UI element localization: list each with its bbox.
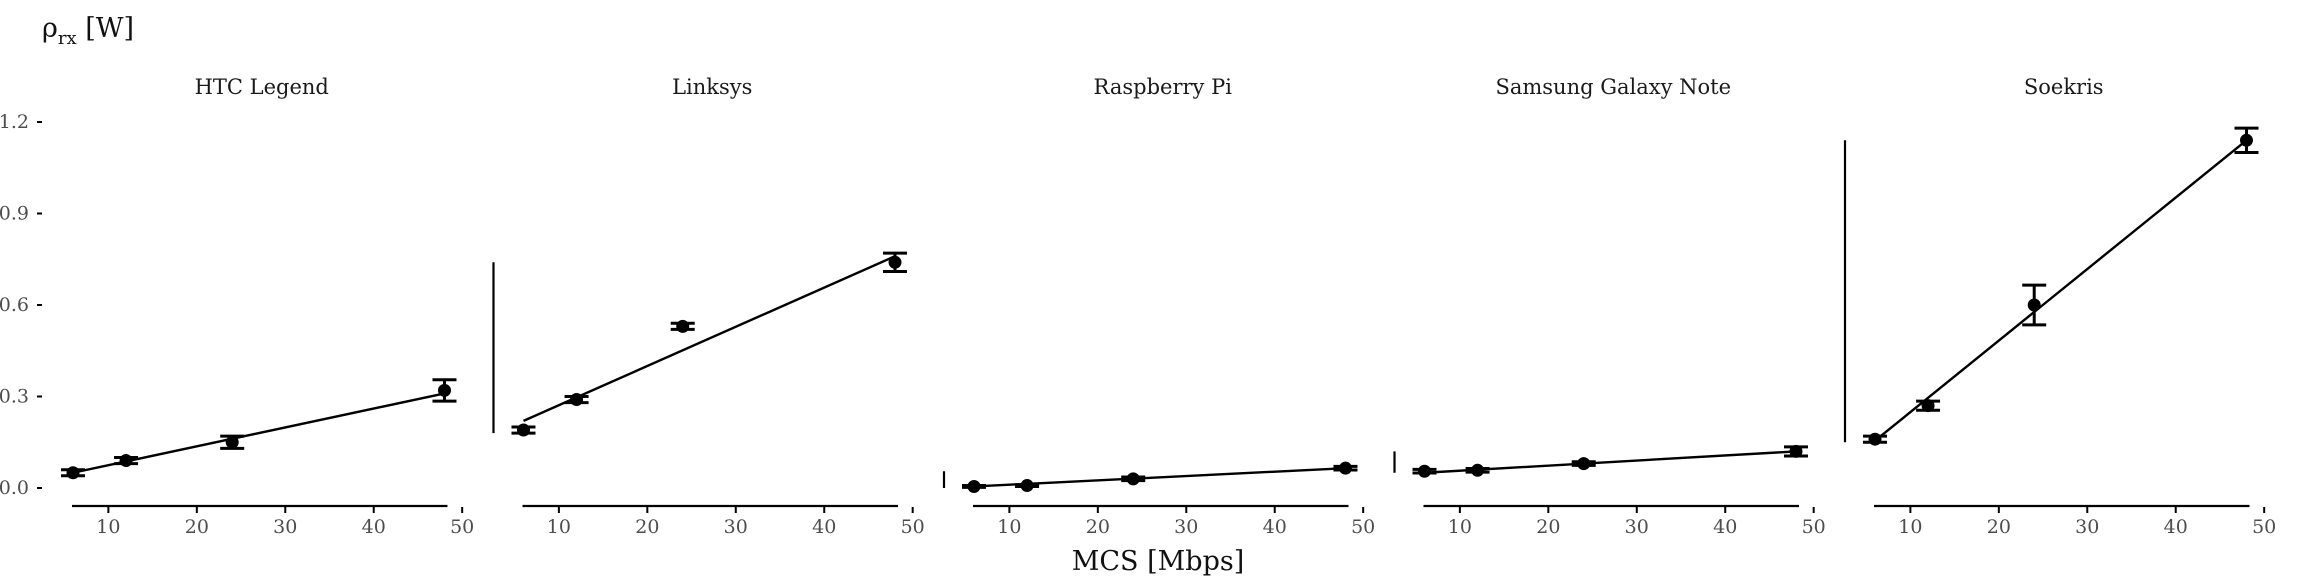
x-tick-label: 50 (901, 516, 925, 538)
x-tick-label: 30 (273, 516, 297, 538)
x-tick-label: 10 (1448, 516, 1472, 538)
x-tick-label: 30 (1174, 516, 1198, 538)
x-tick-label: 50 (1351, 516, 1375, 538)
fit-line (72, 392, 445, 474)
y-tick-label: 1.2 (0, 111, 29, 133)
x-axis-title: MCS [Mbps] (1072, 546, 1245, 576)
x-tick-label: 40 (362, 516, 386, 538)
y-tick-label: 0.6 (0, 294, 29, 316)
facet-panel: Raspberry Pi 10 20 30 40 50 (942, 75, 1375, 538)
x-tick-label: 50 (2252, 516, 2276, 538)
x-tick-label: 40 (1263, 516, 1287, 538)
x-tick-label: 30 (724, 516, 748, 538)
x-tick-label: 40 (1713, 516, 1737, 538)
facet-panel: HTC Legend 10 20 30 40 50 (61, 75, 474, 538)
x-tick-label: 20 (1086, 516, 1110, 538)
data-point (1126, 472, 1140, 486)
data-point (2027, 298, 2041, 312)
data-point (1418, 464, 1431, 478)
x-tick-label: 20 (635, 516, 659, 538)
x-tick-label: 10 (547, 516, 571, 538)
data-point (517, 423, 530, 437)
facet-panel: Samsung Galaxy Note 10 20 30 40 50 (1393, 75, 1826, 538)
data-point (225, 435, 239, 449)
y-tick-label: 0.0 (0, 477, 29, 499)
x-tick-label: 30 (1625, 516, 1649, 538)
data-point (119, 454, 133, 468)
data-point (1868, 432, 1882, 446)
data-point (570, 393, 584, 407)
facet-title: Soekris (2024, 75, 2104, 99)
x-tick-label: 20 (1987, 516, 2011, 538)
x-tick-label: 10 (96, 516, 120, 538)
facet-panel: Soekris 10 20 30 40 50 (1843, 75, 2276, 538)
x-tick-label: 50 (1802, 516, 1826, 538)
facet-title: HTC Legend (195, 75, 329, 99)
y-axis-title-main: ρ (42, 13, 58, 44)
y-axis-title-unit: [W] (77, 13, 134, 44)
x-tick-label: 50 (450, 516, 474, 538)
fit-line (1874, 139, 2248, 442)
x-tick-label: 10 (1898, 516, 1922, 538)
data-point (1921, 399, 1935, 413)
facet-title: Linksys (672, 75, 752, 99)
data-point (437, 383, 451, 397)
facet-title: Samsung Galaxy Note (1495, 75, 1731, 99)
data-point (967, 479, 981, 493)
data-point (1789, 444, 1803, 458)
x-tick-label: 40 (812, 516, 836, 538)
y-tick-label: 0.3 (0, 386, 29, 408)
x-tick-label: 10 (997, 516, 1021, 538)
data-point (1471, 463, 1485, 477)
y-tick-label: 0.9 (0, 203, 29, 225)
x-tick-label: 40 (2164, 516, 2188, 538)
x-tick-label: 30 (2075, 516, 2099, 538)
y-axis-title: ρrx [W] (42, 13, 134, 49)
data-point (1577, 457, 1591, 471)
x-tick-label: 20 (185, 516, 209, 538)
data-point (1020, 479, 1034, 493)
facet-panel: Linksys 10 20 30 40 50 (492, 75, 925, 538)
data-point (66, 466, 80, 480)
x-tick-label: 20 (1536, 516, 1560, 538)
facet-title: Raspberry Pi (1094, 75, 1233, 99)
y-axis-title-sub: rx (58, 28, 77, 49)
data-point (888, 255, 902, 269)
fit-line (523, 255, 896, 422)
y-axis: 0.0 0.3 0.6 0.9 1.2 (0, 111, 42, 499)
data-point (1338, 461, 1352, 475)
data-point (2239, 133, 2253, 147)
data-point (676, 319, 690, 333)
